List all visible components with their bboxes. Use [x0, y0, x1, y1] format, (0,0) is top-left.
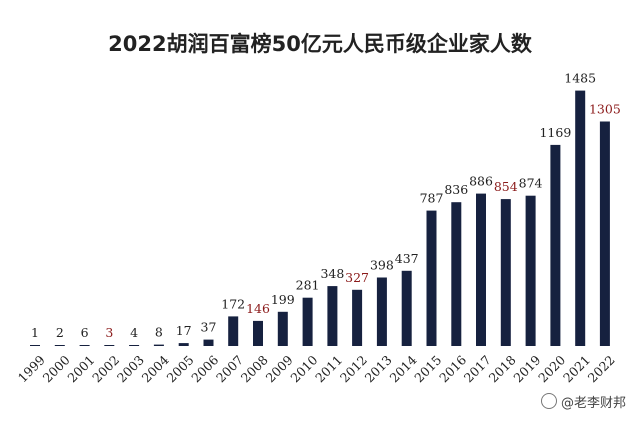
- bar-2019: [525, 195, 536, 346]
- x-tick-label-2000: 2000: [40, 352, 73, 385]
- data-label-2000: 2: [56, 325, 64, 340]
- bar-2001: [79, 345, 90, 346]
- x-tick-label-2014: 2014: [387, 352, 420, 385]
- data-label-2004: 8: [155, 325, 163, 340]
- bar-2013: [376, 277, 387, 346]
- bar-2022: [599, 121, 610, 346]
- data-label-2022: 1305: [589, 102, 621, 117]
- bar-2005: [178, 343, 189, 346]
- x-tick-label-2013: 2013: [362, 352, 395, 385]
- data-label-2018: 854: [494, 179, 518, 194]
- bar-2015: [426, 210, 437, 346]
- bar-2010: [302, 297, 313, 346]
- bar-2014: [401, 270, 412, 346]
- data-label-2010: 281: [296, 278, 320, 293]
- x-tick-label-2019: 2019: [510, 352, 543, 385]
- watermark: @老李财邦: [540, 392, 626, 411]
- x-tick-label-2021: 2021: [560, 352, 593, 385]
- data-label-2016: 836: [444, 182, 468, 197]
- data-label-2002: 3: [105, 325, 113, 340]
- x-tick-label-2010: 2010: [287, 352, 320, 385]
- x-tick-label-2006: 2006: [188, 352, 221, 385]
- data-label-2020: 1169: [539, 125, 571, 140]
- watermark-logo-icon: [540, 393, 557, 409]
- bar-2009: [277, 311, 288, 346]
- x-tick-label-2005: 2005: [164, 352, 197, 385]
- data-label-2003: 4: [130, 325, 138, 340]
- x-tick-label-2017: 2017: [461, 352, 494, 385]
- watermark-text: @老李财邦: [560, 396, 626, 411]
- data-label-2019: 874: [519, 176, 543, 191]
- bar-2020: [550, 144, 561, 346]
- x-tick-label-1999: 1999: [15, 352, 48, 385]
- data-label-2006: 37: [201, 320, 217, 335]
- bar-2008: [253, 320, 263, 346]
- bar-2000: [54, 345, 65, 346]
- data-label-2014: 437: [395, 251, 419, 266]
- data-label-2013: 398: [370, 258, 394, 273]
- data-label-2012: 327: [345, 270, 369, 285]
- bar-2016: [451, 202, 462, 346]
- bar-2006: [203, 339, 214, 346]
- x-tick-label-2016: 2016: [436, 352, 469, 385]
- data-label-2007: 172: [221, 296, 245, 311]
- bar-2004: [153, 344, 164, 346]
- bar-2003: [129, 345, 140, 346]
- data-label-1999: 1: [31, 325, 39, 340]
- data-label-2011: 348: [320, 266, 344, 281]
- x-tick-label-2004: 2004: [139, 352, 172, 385]
- data-label-2001: 6: [81, 325, 89, 340]
- bar-2007: [228, 316, 239, 346]
- x-tick-label-2007: 2007: [213, 352, 246, 385]
- data-label-2005: 17: [176, 323, 192, 338]
- data-label-2008: 146: [246, 301, 270, 316]
- data-label-2017: 886: [469, 174, 493, 189]
- x-tick-label-2018: 2018: [486, 352, 519, 385]
- bar-2018: [500, 199, 511, 346]
- x-tick-label-2022: 2022: [585, 352, 618, 385]
- bar-2011: [327, 286, 338, 346]
- x-tick-label-2012: 2012: [337, 352, 370, 385]
- bar-2012: [352, 289, 363, 346]
- bar-2021: [575, 90, 586, 346]
- x-tick-label-2020: 2020: [535, 352, 568, 385]
- x-tick-label-2003: 2003: [114, 352, 147, 385]
- x-tick-label-2008: 2008: [238, 352, 271, 385]
- data-label-2009: 199: [271, 292, 295, 307]
- bar-1999: [30, 345, 40, 346]
- x-tick-label-2009: 2009: [263, 352, 296, 385]
- x-tick-label-2011: 2011: [312, 352, 345, 385]
- bar-2017: [476, 193, 486, 346]
- x-tick-label-2015: 2015: [411, 352, 444, 385]
- data-label-2015: 787: [420, 191, 444, 206]
- chart-title: 2022胡润百富榜50亿元人民币级企业家人数: [108, 32, 532, 56]
- bar-2002: [104, 345, 115, 346]
- x-tick-label-2001: 2001: [64, 352, 97, 385]
- x-tick-label-2002: 2002: [89, 352, 122, 385]
- data-label-2021: 1485: [564, 71, 596, 86]
